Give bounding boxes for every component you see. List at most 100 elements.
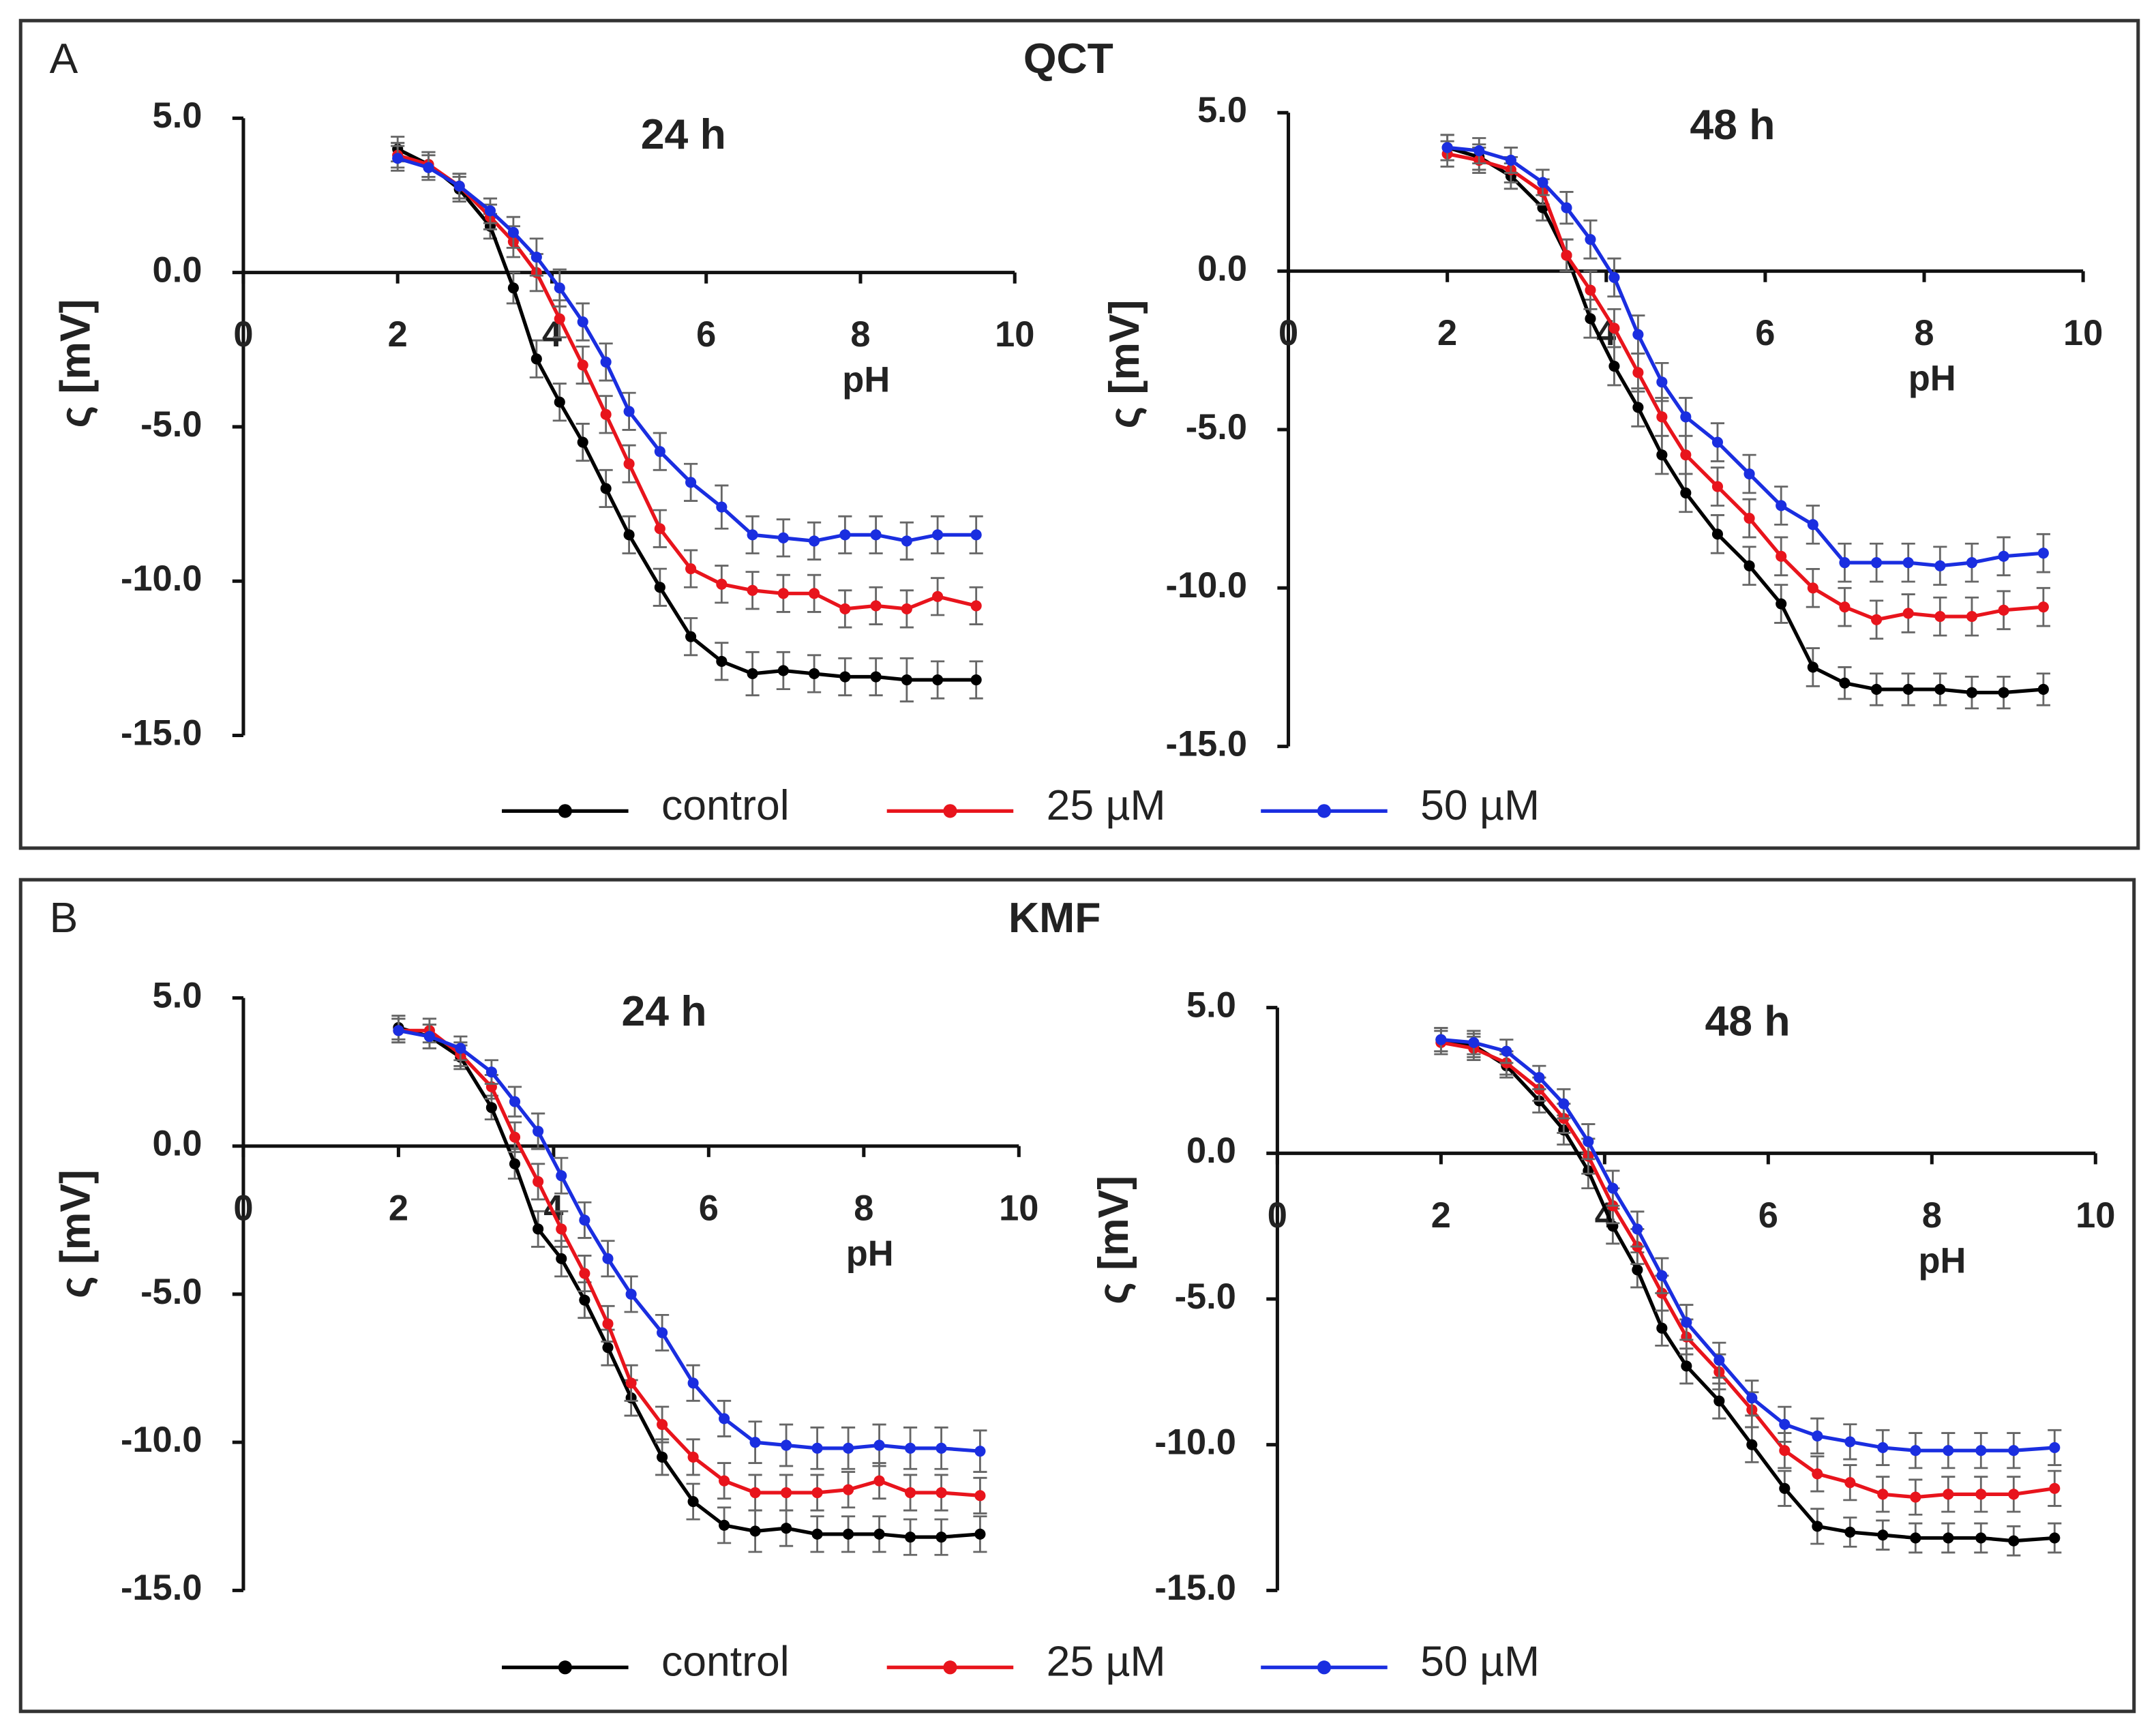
data-point (1779, 1418, 1791, 1430)
data-point (777, 588, 789, 599)
data-point (1558, 1098, 1570, 1109)
data-point (1681, 1360, 1692, 1372)
data-point (654, 523, 665, 535)
data-point (1975, 1489, 1987, 1500)
x-tick-label: 2 (1437, 314, 1457, 353)
data-point (1711, 436, 1724, 448)
data-line (1447, 145, 2044, 568)
data-point (687, 1377, 699, 1389)
data-point (625, 1377, 637, 1389)
data-point (781, 1487, 792, 1499)
data-point (1743, 560, 1755, 571)
data-point (1902, 557, 1914, 569)
data-point (1743, 513, 1755, 524)
data-point (1501, 1045, 1512, 1057)
data-point (654, 582, 665, 593)
x-axis-label: pH (1918, 1241, 1966, 1281)
x-tick-label: 2 (1431, 1196, 1451, 1236)
data-point (1877, 1489, 1889, 1500)
x-axis-label: pH (846, 1234, 894, 1274)
data-point (1844, 1526, 1856, 1538)
data-point (1776, 500, 1787, 511)
data-point (1561, 202, 1572, 213)
data-point (747, 584, 758, 596)
legend-label: 50 µM (1420, 781, 1540, 829)
data-point (811, 1487, 823, 1499)
data-point (509, 1096, 521, 1107)
data-point (1743, 468, 1755, 480)
data-point (1585, 234, 1596, 245)
panel-title: KMF (1008, 894, 1101, 942)
y-tick-label: -15.0 (1154, 1568, 1236, 1608)
data-point (1776, 598, 1787, 610)
y-tick-label: -10.0 (121, 1420, 202, 1460)
data-point (556, 1170, 567, 1182)
legend-label: 50 µM (1420, 1638, 1540, 1686)
data-point (2008, 1489, 2020, 1500)
data-point (719, 1519, 730, 1531)
data-point (716, 501, 728, 513)
x-tick-label: 4 (543, 1189, 563, 1228)
y-tick-label: -5.0 (140, 1272, 202, 1312)
data-point (485, 1102, 497, 1114)
x-tick-label: 10 (2063, 314, 2103, 353)
x-tick-label: 6 (699, 1189, 719, 1228)
x-tick-label: 0 (233, 315, 253, 355)
data-point (687, 1451, 699, 1463)
legend-label: 25 µM (1047, 781, 1166, 829)
data-point (579, 1268, 590, 1279)
data-point (1877, 1442, 1889, 1454)
data-point (579, 1214, 590, 1226)
data-point (1656, 1322, 1668, 1334)
data-point (719, 1475, 730, 1487)
data-point (811, 1442, 823, 1454)
data-point (970, 600, 982, 612)
data-point (1473, 145, 1485, 157)
x-tick-label: 0 (233, 1189, 253, 1228)
y-tick-label: 0.0 (153, 1124, 203, 1164)
data-point (1533, 1072, 1545, 1084)
data-line (1440, 1038, 2055, 1543)
data-point (1746, 1392, 1758, 1404)
data-point (455, 1043, 466, 1054)
x-tick-label: 2 (388, 315, 408, 355)
data-point (1656, 411, 1668, 423)
data-point (1779, 1482, 1791, 1494)
data-point (1680, 411, 1692, 423)
data-point (1807, 519, 1818, 531)
data-point (1943, 1445, 1954, 1457)
data-point (1608, 271, 1620, 283)
y-tick-label: 0.0 (1186, 1131, 1236, 1171)
data-point (935, 1532, 947, 1543)
data-point (974, 1490, 986, 1502)
data-point (1975, 1532, 1987, 1544)
data-point (657, 1451, 668, 1463)
data-point (1713, 1354, 1725, 1366)
y-tick-label: -10.0 (1166, 566, 1247, 606)
data-point (974, 1446, 986, 1457)
data-point (870, 600, 882, 612)
x-tick-label: 8 (1914, 314, 1934, 353)
data-point (1711, 528, 1724, 540)
data-point (1902, 608, 1914, 619)
data-point (556, 1223, 567, 1235)
data-point (1746, 1439, 1758, 1450)
panel-frame (18, 878, 2136, 1714)
legend-label: 25 µM (1047, 1638, 1166, 1686)
data-point (623, 406, 635, 417)
data-point (1680, 487, 1692, 498)
data-point (809, 535, 820, 547)
legend-marker (943, 804, 957, 818)
data-point (1505, 154, 1516, 166)
data-point (1839, 601, 1851, 613)
x-tick-label: 10 (2076, 1196, 2115, 1236)
data-point (1966, 687, 1978, 698)
data-point (393, 1025, 404, 1036)
data-point (873, 1475, 885, 1487)
x-tick-label: 0 (1268, 1196, 1287, 1236)
data-point (533, 1125, 544, 1137)
data-point (1966, 611, 1978, 623)
data-point (484, 205, 496, 217)
legend-marker (558, 1660, 572, 1675)
data-point (602, 1342, 614, 1354)
